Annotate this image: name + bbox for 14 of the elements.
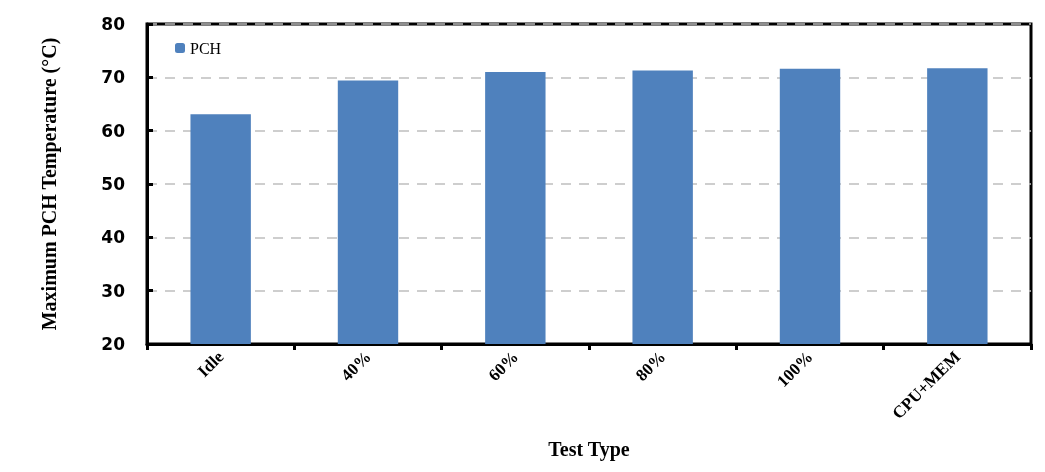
x-tick-label: 40% [337, 347, 375, 385]
x-tick-label: 60% [484, 347, 523, 385]
y-tick-label: 60 [101, 120, 126, 141]
y-tick-label: 40 [101, 227, 126, 248]
y-tick-label: 80 [101, 14, 126, 34]
x-tick-label: Idle [193, 346, 228, 381]
x-axis-title: Test Type [548, 438, 630, 461]
y-tick-label: 20 [101, 334, 126, 354]
y-axis-title: Maximum PCH Temperature (°C) [38, 37, 61, 331]
y-tick-label: 70 [101, 67, 126, 88]
legend-label: PCH [190, 39, 222, 57]
x-tick-label: 80% [631, 347, 670, 385]
y-tick-label: 30 [101, 280, 126, 301]
y-tick-label: 50 [101, 174, 126, 194]
